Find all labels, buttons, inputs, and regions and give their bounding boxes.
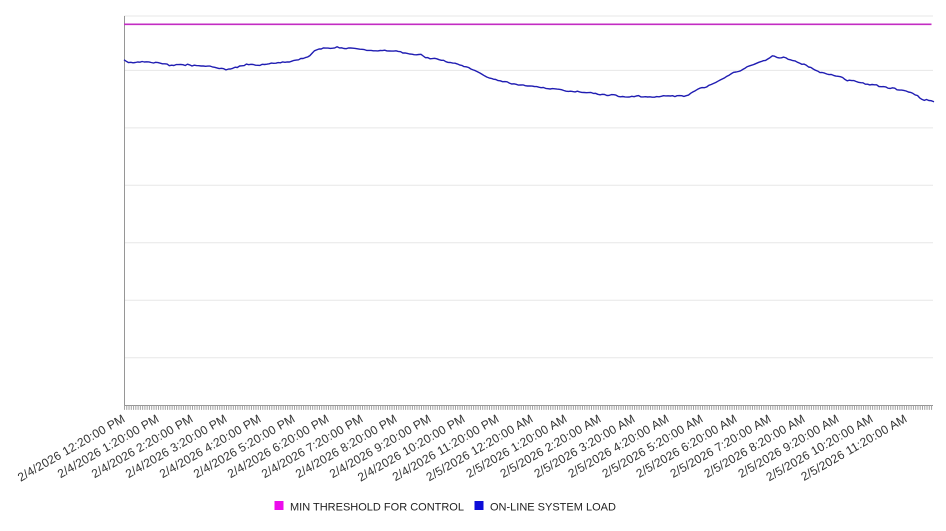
- svg-text:ON-LINE SYSTEM LOAD: ON-LINE SYSTEM LOAD: [490, 502, 616, 514]
- svg-text:MIN THRESHOLD FOR CONTROL: MIN THRESHOLD FOR CONTROL: [290, 502, 464, 514]
